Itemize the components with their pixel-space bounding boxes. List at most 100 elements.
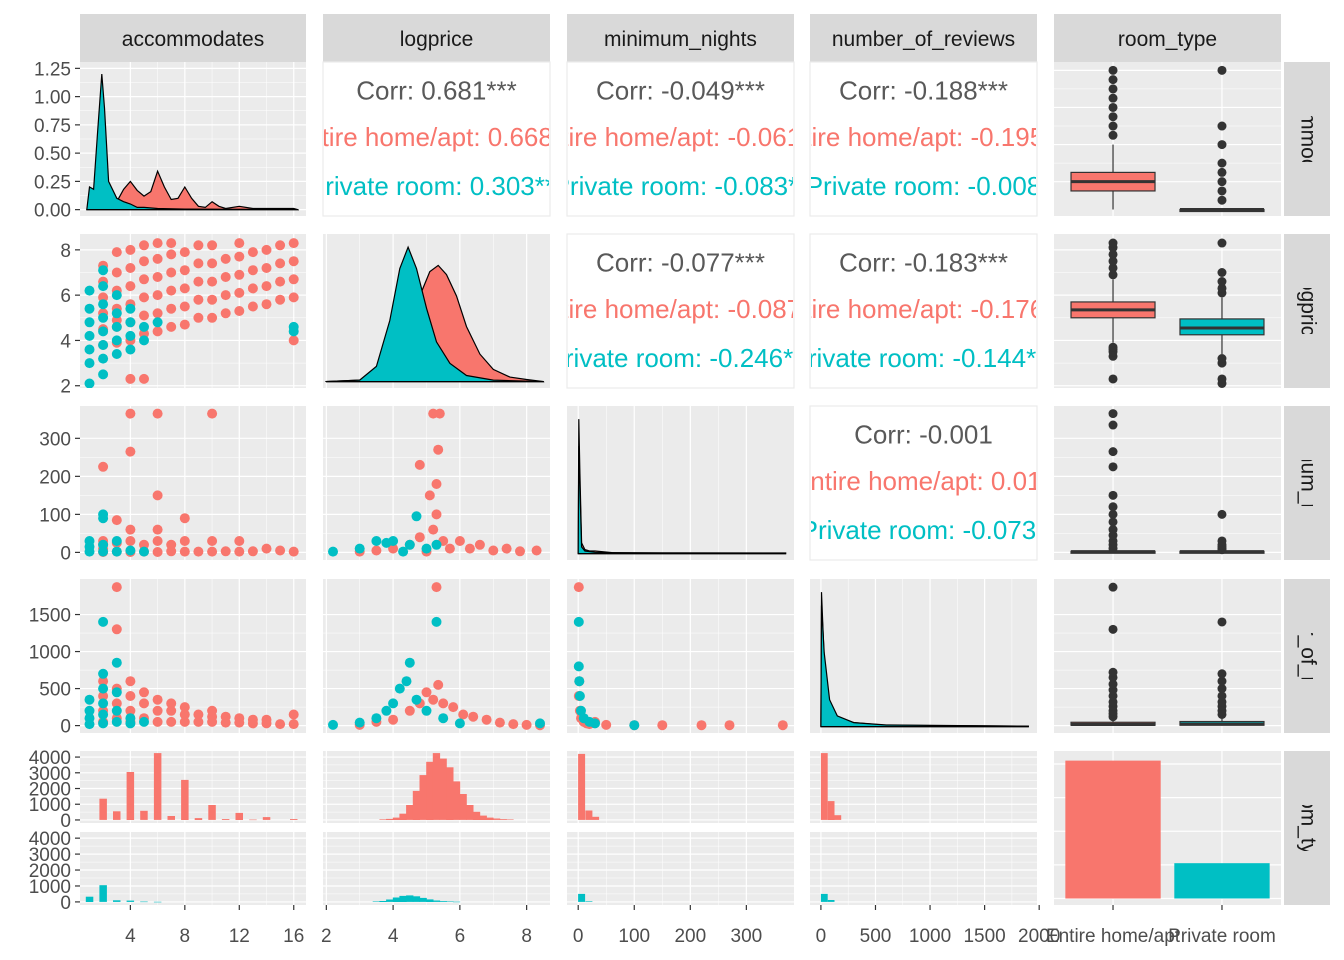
hist-bar-entire [99, 798, 107, 820]
point-entire [724, 720, 735, 731]
panel-room_type-logprice-private-grid [323, 832, 550, 905]
box-outlier-entire [1108, 624, 1118, 634]
xtick-label-room_type: Entire home/apt [1046, 926, 1181, 947]
point-private [574, 691, 585, 701]
box-outlier-private [1217, 536, 1227, 546]
hist-bar-entire [446, 767, 454, 820]
point-entire [139, 698, 149, 709]
xtick-label-minimum_nights: 0 [573, 926, 584, 947]
point-private [111, 657, 122, 668]
point-entire [261, 263, 272, 273]
box-outlier-private [1217, 65, 1227, 75]
strip-top-label-minimum_nights: minimum_nights [604, 28, 757, 51]
strip-right-label-logprice: logprice [1296, 274, 1319, 348]
point-entire [152, 524, 163, 535]
box-outlier-entire [1108, 112, 1118, 122]
box-outlier-entire [1108, 420, 1118, 430]
box-outlier-entire [1108, 75, 1118, 85]
point-entire [234, 546, 245, 557]
point-entire [404, 705, 415, 716]
point-entire [125, 263, 136, 273]
point-entire [125, 536, 136, 546]
ytick-label-logprice: 6 [60, 286, 71, 307]
panel-minimum_nights-number_of_reviews-frame [809, 405, 1038, 561]
point-entire [421, 687, 432, 698]
point-entire [166, 321, 177, 332]
hist-bar-private [827, 900, 835, 902]
corr-overall-label: Corr: -0.049*** [596, 76, 765, 106]
box-outlier-entire [1108, 102, 1118, 112]
hist-bar-private [406, 895, 414, 902]
point-private [629, 720, 640, 731]
corr-entire-label: Entire home/apt: -0.176*** [772, 294, 1074, 324]
panel-number_of_reviews-minimum_nights-grid [567, 579, 794, 733]
point-entire [125, 705, 136, 716]
ytick-label-count: 0 [60, 811, 71, 832]
panel-number_of_reviews-room_type [1054, 579, 1281, 733]
point-entire [234, 306, 245, 316]
box-outlier-entire [1108, 409, 1118, 419]
hist-bar-entire [439, 758, 447, 820]
box-outlier-private [1217, 617, 1227, 627]
xtick-label-logprice: 6 [455, 926, 466, 947]
density-private-accommodates [86, 73, 300, 211]
facet-panels: Corr: 0.681*** Entire home/apt: 0.668*** P… [80, 61, 1281, 905]
corr-overall-label: Corr: 0.681*** [356, 76, 516, 106]
point-private [139, 716, 149, 727]
box-outlier-private [1217, 691, 1227, 701]
point-entire [152, 253, 163, 264]
point-entire [247, 301, 258, 312]
point-entire [601, 719, 612, 730]
xtick-label-logprice: 2 [321, 926, 332, 947]
panel-number_of_reviews-accommodates [80, 579, 306, 733]
box-outlier-private [1217, 684, 1227, 694]
box-outlier-entire [1108, 462, 1118, 472]
point-entire [207, 312, 218, 323]
point-entire [247, 283, 258, 294]
point-entire [247, 546, 258, 557]
point-private [411, 694, 422, 705]
point-private [535, 718, 545, 729]
point-entire [166, 238, 177, 249]
point-entire [179, 546, 190, 557]
point-private [84, 330, 95, 341]
box-outlier-private [1217, 238, 1227, 248]
point-entire [433, 444, 444, 455]
point-private [98, 718, 109, 729]
point-entire [431, 582, 442, 593]
point-private [111, 335, 122, 346]
point-entire [234, 713, 245, 724]
point-entire [98, 691, 109, 701]
box-outlier-entire [1108, 65, 1118, 75]
strip-right-label-minimum_nights: minimum_nights [1296, 407, 1319, 560]
hist-bar-entire [406, 805, 414, 820]
box-outlier-entire [1108, 270, 1118, 280]
point-entire [207, 705, 218, 716]
ytick-label-count: 2000 [29, 780, 71, 801]
point-entire [448, 702, 459, 713]
ytick-label-minimum_nights: 200 [39, 467, 71, 488]
hist-bar-private [419, 897, 427, 902]
ytick-label-density: 1.00 [34, 88, 71, 109]
hist-bar-private [439, 901, 447, 902]
point-entire [777, 720, 788, 731]
point-entire [275, 545, 286, 556]
point-entire [464, 543, 475, 554]
panel-room_type-minimum_nights-entire-bg [567, 751, 794, 823]
point-entire [288, 292, 299, 303]
point-private [84, 378, 95, 388]
panel-accommodates-number_of_reviews: Corr: -0.188*** Entire home/apt: -0.195**… [809, 61, 1038, 217]
strip-top-bg-room_type [1054, 14, 1281, 62]
point-entire [234, 269, 245, 280]
point-private [411, 511, 422, 522]
box-outlier-entire [1108, 130, 1118, 140]
hist-bar-entire [592, 816, 600, 820]
box-outlier-entire [1108, 249, 1118, 259]
point-entire [207, 240, 218, 251]
hist-bar-entire [492, 818, 501, 820]
box-outlier-private [1217, 140, 1227, 150]
panel-room_type-room_type [1054, 751, 1281, 905]
point-entire [152, 326, 163, 337]
point-entire [193, 709, 204, 720]
hist-bar-private [153, 901, 162, 903]
